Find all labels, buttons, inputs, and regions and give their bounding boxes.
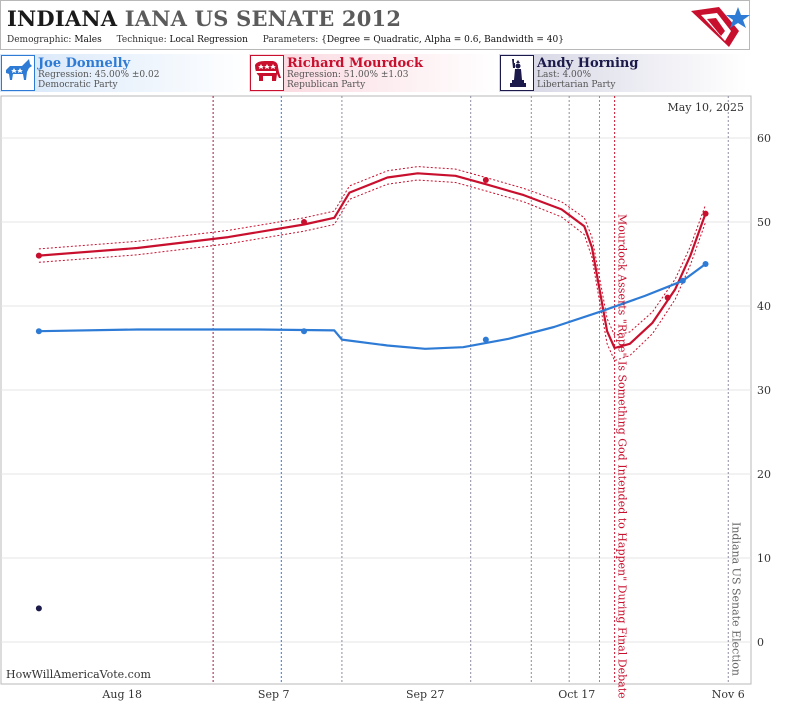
candidate-party: Libertarian Party (537, 80, 616, 90)
y-tick-label: 30 (757, 384, 771, 397)
candidate-name[interactable]: Andy Horning (537, 56, 639, 71)
candidate-party: Republican Party (287, 80, 366, 90)
poll-point (482, 336, 489, 343)
event-lines (212, 96, 729, 684)
confidence-band-upper (38, 166, 706, 336)
x-tick-label: Sep 7 (258, 688, 290, 701)
poll-point (35, 252, 42, 259)
event-annotation: Indiana US Senate Election (729, 522, 742, 676)
candidate-name[interactable]: Joe Donnelly (38, 56, 131, 71)
poll-point (35, 605, 42, 612)
donkey-icon (1, 55, 35, 91)
x-tick-label: Oct 17 (558, 688, 595, 701)
y-tick-label: 60 (757, 132, 771, 145)
poll-point (301, 328, 308, 335)
page-title: INDIANA IANA US SENATE 2012 (7, 6, 401, 31)
y-tick-label: 50 (757, 216, 771, 229)
poll-point (702, 261, 709, 267)
candidate-card-republican[interactable]: Richard Mourdock Regression: 51.00% ±1.0… (249, 54, 497, 92)
gridlines (1, 137, 751, 643)
annotations: Mourdock Asserts "Rape" Is Something God… (616, 214, 743, 699)
elephant-icon (250, 55, 284, 91)
candidate-name[interactable]: Richard Mourdock (287, 56, 424, 71)
poll-point (482, 177, 489, 183)
technique-label: Technique: (116, 35, 167, 45)
poll-point (679, 277, 686, 284)
poll-point (35, 328, 42, 335)
title-race: IANA US SENATE 2012 (124, 6, 402, 31)
demographic-label: Demographic: (7, 35, 72, 45)
statue-of-liberty-icon (500, 55, 534, 91)
candidate-card-democrat[interactable]: Joe Donnelly Regression: 45.00% ±0.02 De… (0, 54, 248, 92)
y-tick-label: 40 (757, 300, 771, 313)
poll-point (664, 294, 671, 301)
parameters-label: Parameters: (262, 35, 319, 45)
candidate-stat: Regression: 51.00% ±1.03 (287, 70, 409, 80)
series-lines (35, 166, 709, 612)
x-tick-label: Sep 27 (406, 688, 445, 701)
parameters-value: {Degree = Quadratic, Alpha = 0.6, Bandwi… (321, 35, 564, 45)
header: INDIANA IANA US SENATE 2012 Demographic:… (0, 0, 750, 50)
y-tick-label: 20 (757, 468, 771, 481)
candidate-stat: Last: 4.00% (537, 70, 592, 80)
parameters-line: Demographic: Males Technique: Local Regr… (7, 35, 576, 45)
confidence-band-lower (38, 179, 706, 362)
site-logo-icon[interactable] (689, 3, 751, 49)
candidate-card-libertarian[interactable]: Andy Horning Last: 4.00% Libertarian Par… (499, 54, 747, 92)
demographic-value: Males (74, 35, 102, 45)
axis-ticks: 0 10 20 30 40 50 60 Aug 18 Sep 7 Sep 27 Oct 17 Nov … (101, 132, 771, 701)
date-label: May 10, 2025 (667, 101, 744, 114)
trend-line (38, 263, 707, 350)
x-tick-label: Aug 18 (101, 688, 142, 701)
x-tick-label: Nov 6 (712, 688, 745, 701)
watermark[interactable]: HowWillAmericaVote.com (6, 668, 151, 681)
y-tick-label: 10 (757, 552, 771, 565)
y-tick-label: 0 (757, 636, 764, 649)
technique-value: Local Regression (169, 35, 248, 45)
trend-line (38, 172, 707, 350)
poll-point (702, 210, 709, 217)
event-annotation: Mourdock Asserts "Rape" Is Something God… (616, 214, 629, 699)
title-state: INDIANA (7, 6, 118, 31)
poll-point (301, 219, 308, 225)
candidate-party: Democratic Party (38, 80, 118, 90)
candidate-stat: Regression: 45.00% ±0.02 (38, 70, 160, 80)
